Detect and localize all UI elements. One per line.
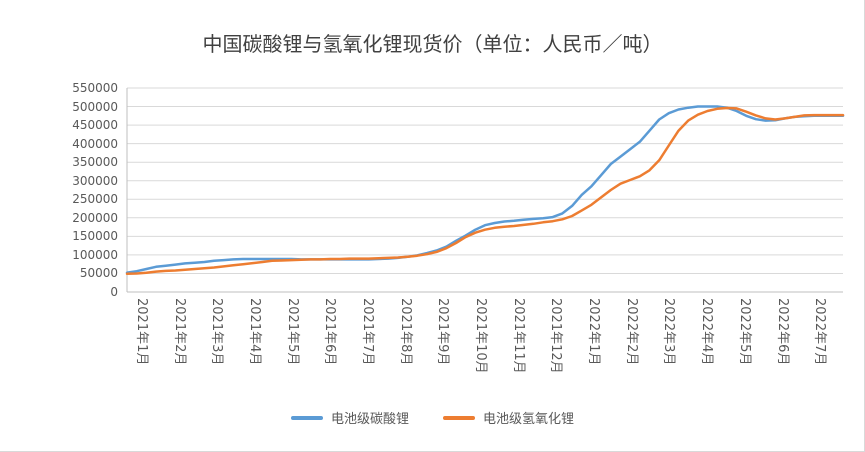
legend-item-hydroxide: 电池级氢氧化锂 [443, 408, 574, 427]
series-line-carbonate [125, 105, 845, 274]
series-line-hydroxide [125, 106, 845, 276]
legend-label-hydroxide: 电池级氢氧化锂 [483, 412, 575, 427]
legend: 电池级碳酸锂 电池级氢氧化锂 [0, 408, 865, 427]
chart-title: 中国碳酸锂与氢氧化锂现货价（单位：人民币／吨） [202, 32, 663, 56]
legend-line-carbonate-icon [290, 415, 323, 420]
legend-item-carbonate: 电池级碳酸锂 [290, 408, 409, 427]
legend-label-carbonate: 电池级碳酸锂 [330, 412, 409, 427]
gridlines [127, 87, 843, 293]
legend-line-hydroxide-icon [443, 415, 475, 420]
